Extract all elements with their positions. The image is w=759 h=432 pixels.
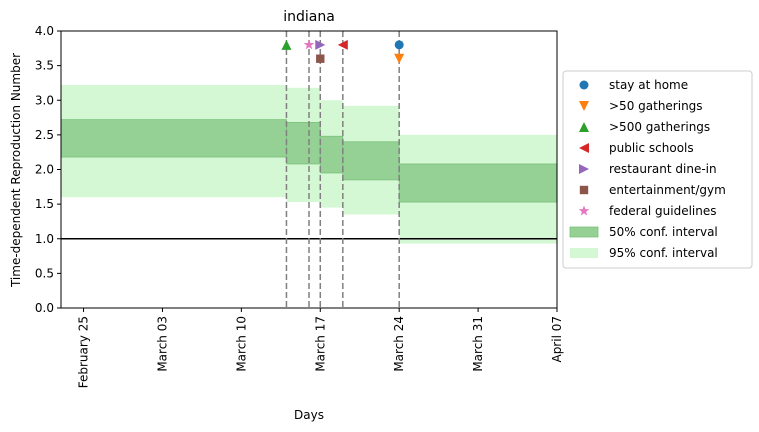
intervention-marker (281, 39, 292, 50)
y-tick-label: 0.0 (35, 301, 54, 315)
y-tick-label: 2.0 (35, 163, 54, 177)
legend-label: >50 gatherings (609, 99, 703, 113)
x-tick-label: April 07 (550, 316, 564, 363)
legend-marker (579, 185, 589, 195)
legend-label: 95% conf. interval (609, 246, 718, 260)
x-tick-label: March 03 (155, 316, 169, 372)
intervention-marker (394, 53, 405, 64)
legend-marker (579, 143, 589, 153)
x-tick-label: March 31 (471, 316, 485, 372)
ci50-band (286, 122, 321, 165)
ci50-band (60, 119, 287, 158)
intervention-marker (394, 40, 404, 50)
legend-marker (578, 205, 590, 216)
legend-label: restaurant dine-in (609, 162, 717, 176)
legend-box (562, 70, 753, 269)
legend-label: public schools (609, 141, 694, 155)
ci50-band (398, 163, 558, 203)
legend: stay at home >50 gatherings >500 gathering… (562, 70, 753, 269)
legend-marker (579, 101, 589, 111)
y-tick-label: 3.0 (35, 93, 54, 107)
y-tick-label: 1.0 (35, 232, 54, 246)
legend-label: federal guidelines (609, 204, 717, 218)
legend-marker (579, 164, 589, 174)
legend-label: stay at home (609, 78, 688, 92)
x-axis-ticks: February 25 March 03 March 10 March 17 March… (77, 308, 564, 388)
y-axis-label: Time-dependent Reproduction Number (9, 53, 23, 288)
legend-label: 50% conf. interval (609, 225, 718, 239)
x-tick-label: March 24 (392, 316, 406, 372)
ci50-band (342, 141, 400, 181)
y-tick-label: 3.5 (35, 59, 54, 73)
ci50-bands (60, 119, 558, 203)
intervention-marker (315, 39, 326, 50)
intervention-marker (316, 54, 325, 63)
y-tick-label: 2.5 (35, 128, 54, 142)
ci50-band (319, 135, 344, 174)
legend-marker (579, 122, 589, 132)
y-tick-label: 4.0 (35, 24, 54, 38)
x-tick-label: March 10 (234, 316, 248, 372)
legend-swatch (569, 226, 599, 238)
legend-marker (579, 80, 589, 90)
y-tick-label: 0.5 (35, 266, 54, 280)
legend-label: entertainment/gym (609, 183, 726, 197)
x-axis-label: Days (294, 408, 324, 422)
intervention-lines (285, 31, 400, 308)
x-tick-label: February 25 (77, 316, 91, 388)
intervention-marker (303, 39, 315, 50)
intervention-marker (337, 39, 348, 50)
y-axis-ticks: 0.0 0.5 1.0 1.5 2.0 2.5 3.0 3.5 4.0 (35, 24, 61, 315)
legend-swatch (570, 248, 598, 258)
y-tick-label: 1.5 (35, 197, 54, 211)
legend-label: >500 gatherings (609, 120, 710, 134)
chart-title: indiana (283, 9, 335, 25)
intervention-markers (281, 39, 405, 64)
x-tick-label: March 17 (313, 316, 327, 372)
